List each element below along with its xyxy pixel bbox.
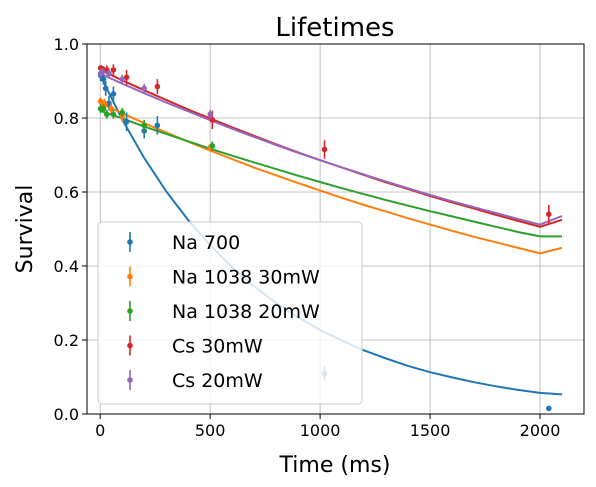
y-tick-label: 0.6	[54, 183, 79, 202]
data-point	[99, 68, 106, 75]
data-point	[123, 118, 130, 125]
legend-label: Cs 30mW	[172, 336, 263, 358]
legend-marker	[127, 342, 133, 349]
data-point	[102, 85, 109, 92]
data-point	[101, 100, 108, 106]
chart-title: Lifetimes	[275, 13, 394, 43]
data-point	[546, 211, 552, 217]
data-point	[207, 111, 213, 118]
fit-curve	[99, 72, 563, 226]
data-point	[154, 83, 161, 90]
y-tick-label: 1.0	[54, 35, 79, 54]
legend-marker	[127, 377, 133, 383]
data-point	[141, 122, 147, 129]
x-axis-title: Time (ms)	[279, 453, 391, 478]
plot-frame	[86, 43, 585, 415]
data-point	[546, 405, 552, 412]
data-point	[106, 70, 112, 77]
data-point	[110, 67, 117, 73]
legend-label: Na 700	[172, 232, 240, 254]
y-tick-label: 0.8	[54, 109, 79, 128]
data-point	[141, 85, 147, 92]
legend-marker	[127, 308, 133, 314]
x-tick-label: 2000	[520, 421, 561, 440]
data-point	[100, 105, 107, 112]
legend-label: Cs 20mW	[172, 370, 263, 392]
x-tick-label: 1000	[300, 421, 341, 440]
data-point	[154, 122, 161, 129]
y-tick-label: 0.0	[54, 405, 79, 424]
legend-box	[97, 221, 363, 405]
data-points	[97, 64, 552, 412]
x-tick-label: 1500	[410, 421, 451, 440]
x-tick-label: 500	[195, 421, 226, 440]
fit-curve	[99, 109, 562, 238]
y-tick-label: 0.2	[54, 331, 79, 350]
data-point	[110, 111, 117, 118]
legend-label: Na 1038 30mW	[172, 267, 320, 289]
data-point	[123, 74, 130, 81]
data-point	[119, 76, 125, 82]
data-point	[321, 146, 328, 153]
legend-marker	[127, 239, 133, 245]
y-tick-label: 0.4	[54, 257, 79, 276]
axis-ticks: 0 500 1000 1500 2000 0.0 0.2 0.4 0.6 0.8 1.0	[54, 35, 561, 440]
data-point	[100, 76, 107, 82]
legend-marker	[127, 273, 133, 280]
legend: Na 700 Na 1038 30mW Na 1038 20mW Cs 30mW Cs …	[97, 221, 363, 405]
x-tick-label: 0	[95, 421, 105, 440]
data-point	[103, 111, 110, 118]
legend-label: Na 1038 20mW	[172, 301, 320, 323]
data-point	[119, 109, 125, 116]
data-point	[110, 91, 117, 97]
data-point	[209, 142, 216, 149]
y-axis-title: Survival	[13, 185, 38, 274]
